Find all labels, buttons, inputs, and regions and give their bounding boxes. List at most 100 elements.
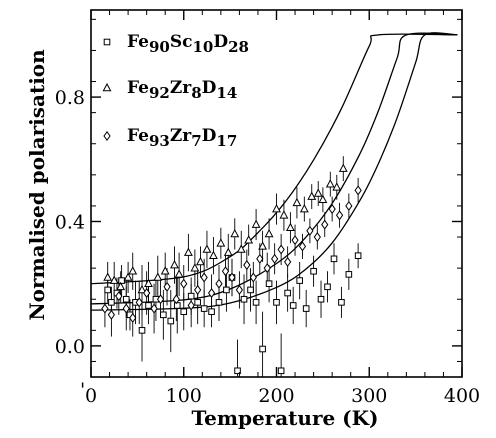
data-point-square (200, 305, 208, 312)
data-point-square (160, 311, 167, 319)
stray-tick-mark: ' (80, 379, 85, 401)
data-point-triangle (128, 266, 138, 275)
fit-curves (90, 32, 458, 311)
data-point-square (302, 305, 310, 312)
data-point-triangle (279, 210, 289, 219)
data-point-triangle (116, 281, 126, 291)
data-point-triangle (208, 250, 218, 260)
data-point-triangle (338, 163, 348, 172)
y-tick-label: 0.4 (55, 211, 85, 233)
data-point-square (234, 367, 241, 375)
data-point-diamond (345, 200, 353, 212)
fit-curve-diamond (90, 32, 458, 305)
data-point-triangle (307, 191, 317, 200)
data-point-square (122, 295, 130, 303)
data-point-triangle (292, 197, 302, 207)
data-point-diamond (122, 303, 130, 314)
data-point-triangle (137, 284, 147, 294)
data-point-triangle (285, 222, 295, 232)
data-point-square (223, 286, 230, 294)
y-tick-label: 0.8 (55, 87, 85, 109)
data-point-square (317, 295, 325, 303)
data-point-triangle (170, 259, 179, 269)
data-point-square (138, 327, 146, 334)
data-point-diamond (101, 303, 109, 314)
data-point-square (324, 283, 331, 291)
data-point-triangle (299, 203, 309, 213)
data-point-diamond (180, 278, 188, 289)
data-point-diamond (291, 235, 299, 246)
data-point-triangle (258, 241, 268, 250)
data-point-diamond (129, 312, 137, 323)
data-point-triangle (103, 272, 113, 281)
data-point-square (345, 271, 353, 278)
data-point-triangle (244, 235, 254, 244)
data-point-diamond (321, 219, 329, 230)
data-point-diamond (243, 259, 251, 271)
data-point-triangle (216, 238, 226, 247)
data-point-diamond (215, 278, 223, 289)
data-point-triangle (223, 247, 233, 256)
legend-label: Fe92Zr8D14 (127, 78, 237, 102)
data-point-diamond (187, 300, 195, 311)
data-point-square (259, 345, 266, 353)
data-point-square (354, 252, 362, 260)
legend: Fe90Sc10D28 Fe92Zr8D14 Fe93Zr7D17 (102, 32, 249, 150)
x-tick-label: 100 (166, 385, 202, 407)
data-point-square (338, 299, 345, 306)
data-point-square (215, 299, 223, 306)
data-point-square (277, 367, 285, 375)
data-point-triangle (230, 228, 240, 238)
data-point-square (194, 299, 201, 306)
data-point-triangle (123, 272, 133, 281)
data-point-diamond (156, 294, 165, 305)
data-point-square (284, 289, 291, 297)
fit-curve-square (90, 32, 458, 311)
data-point-square (273, 299, 280, 306)
y-axis-title: Normalised polarisation (25, 49, 49, 321)
data-point-triangle (264, 228, 274, 238)
data-point-diamond (194, 284, 202, 295)
data-point-square (296, 277, 303, 284)
data-point-square (173, 302, 181, 309)
data-point-triangle (144, 278, 153, 287)
data-point-diamond (249, 272, 257, 283)
data-markers (101, 163, 362, 375)
error-bars (104, 156, 359, 377)
data-point-triangle (109, 275, 119, 284)
data-point-diamond (354, 185, 362, 196)
data-point-diamond (143, 287, 151, 299)
data-point-square (289, 302, 297, 309)
data-point-triangle (332, 182, 342, 191)
fit-curve-triangle (90, 33, 458, 285)
data-point-square (187, 292, 195, 300)
data-point-diamond (256, 253, 264, 264)
data-point-triangle (160, 266, 170, 275)
data-point-triangle (318, 194, 328, 204)
data-point-diamond (271, 253, 279, 264)
y-tick-label: 0.0 (55, 336, 85, 358)
data-point-square (145, 302, 152, 309)
data-point-diamond (284, 256, 292, 267)
data-point-square (247, 286, 254, 294)
legend-label: Fe93Zr7D17 (127, 126, 237, 150)
data-point-triangle (313, 188, 323, 197)
data-point-diamond (200, 272, 208, 283)
data-point-diamond (207, 287, 216, 299)
data-point-diamond (335, 210, 344, 221)
data-point-diamond (313, 231, 321, 243)
x-tick-label: 300 (351, 385, 387, 407)
data-point-square (208, 308, 215, 315)
data-point-diamond (115, 291, 123, 302)
data-point-square (108, 299, 115, 306)
data-point-triangle (251, 219, 261, 228)
data-point-diamond (150, 303, 158, 314)
axis-ticks (90, 10, 463, 377)
data-point-square (167, 317, 175, 325)
data-point-diamond (277, 244, 285, 255)
legend-marker-square (103, 38, 111, 46)
data-point-diamond (163, 281, 171, 292)
data-point-diamond (228, 272, 236, 283)
data-point-square (310, 267, 317, 275)
x-tick-label: 0 (85, 385, 97, 407)
